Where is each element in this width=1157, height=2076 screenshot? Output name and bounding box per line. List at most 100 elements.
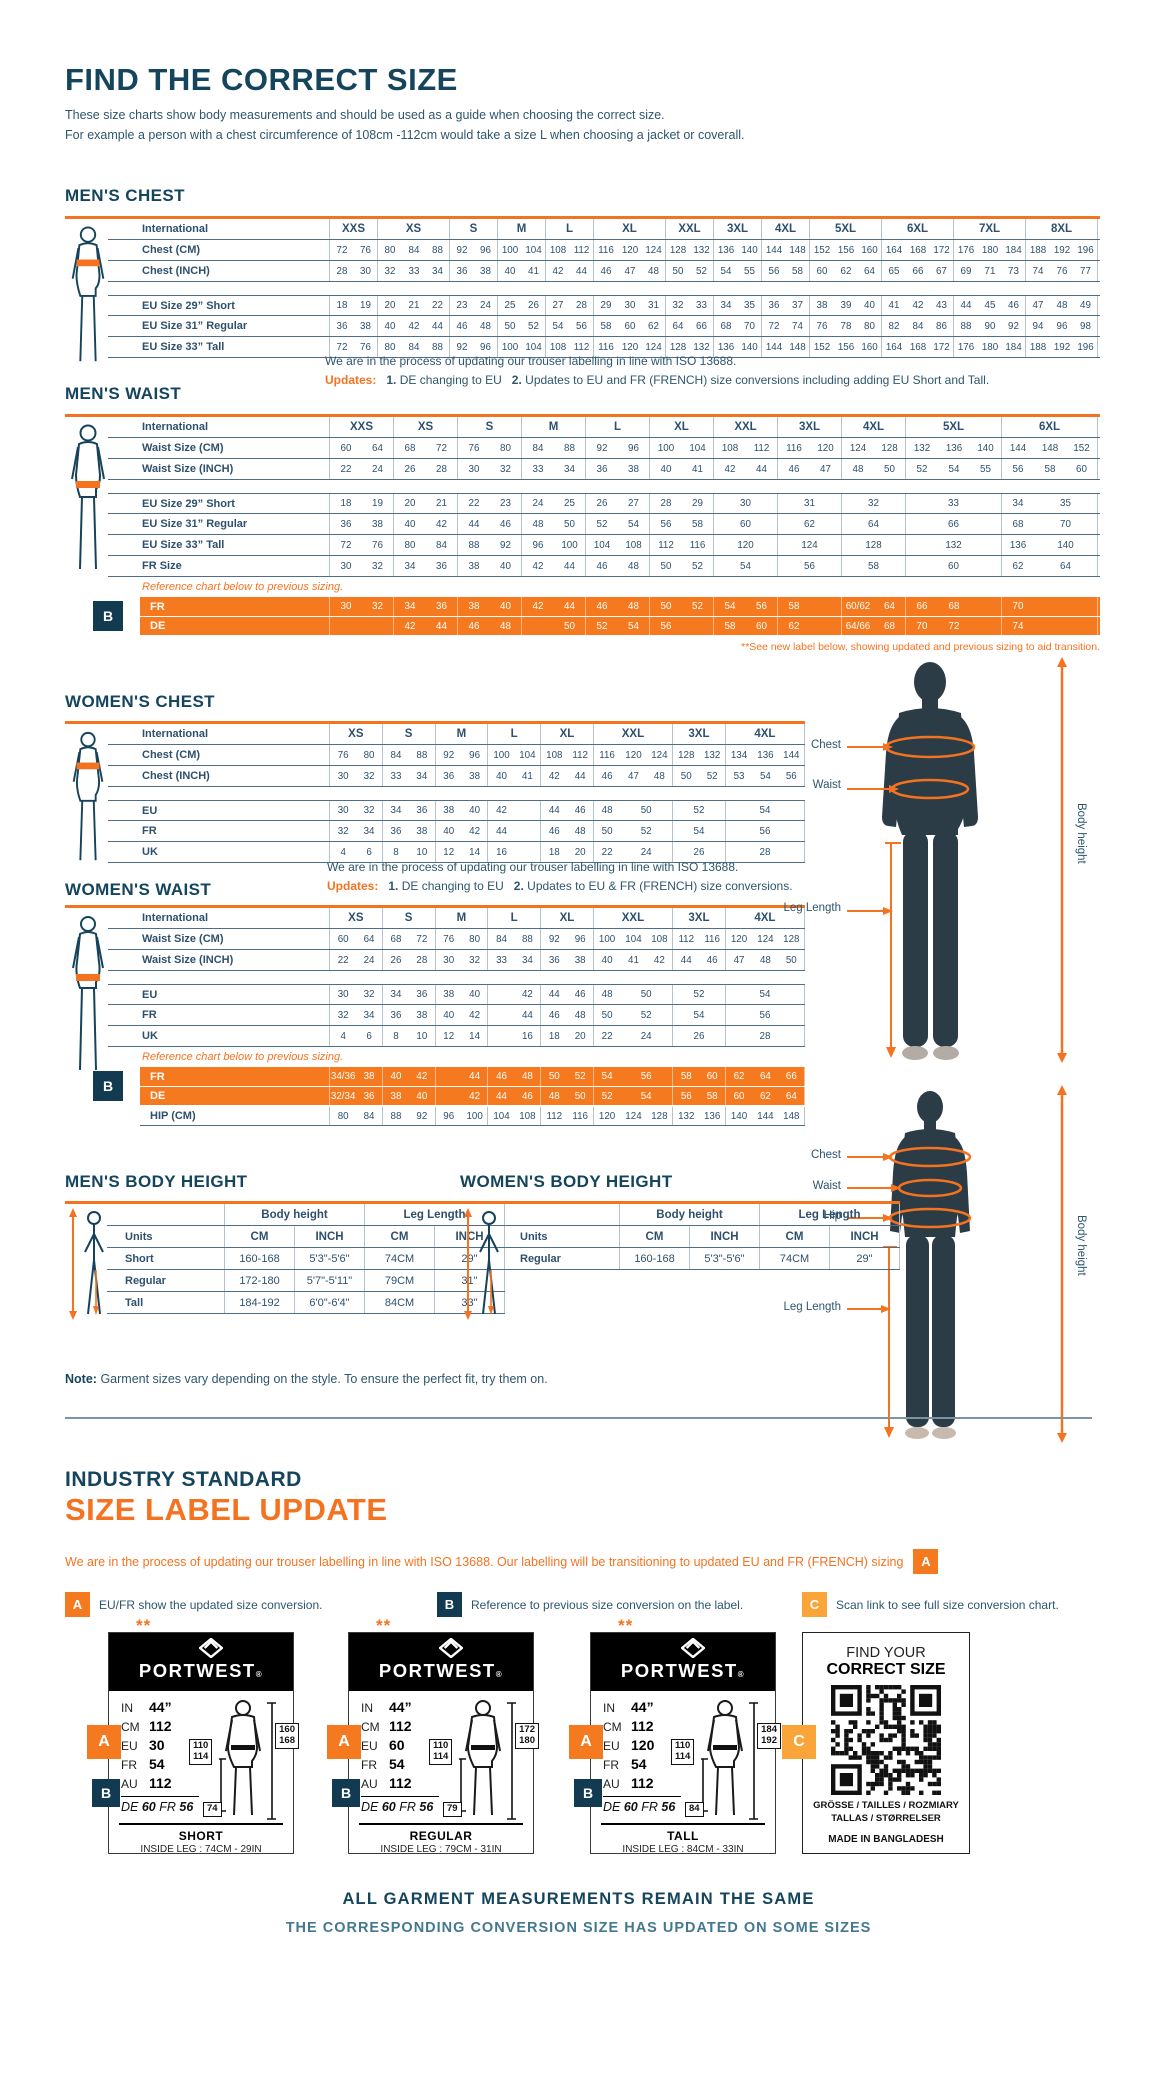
- size-cell: 58: [699, 1087, 726, 1105]
- height-measure-box: 172 180: [515, 1723, 539, 1749]
- body-height-figure-icon: [464, 1208, 499, 1320]
- bh-subhead: INCH: [435, 1226, 505, 1247]
- size-cell: 32: [356, 801, 383, 820]
- size-cell: 60: [699, 1067, 726, 1086]
- size-cell: 47: [1032, 300, 1044, 311]
- row-label: Waist Size (INCH): [108, 950, 330, 970]
- intro-text: These size charts show body measurements…: [65, 105, 745, 145]
- section-womens-waist: We are in the process of updating our tr…: [65, 850, 806, 1126]
- asterisks-note: **: [136, 1616, 152, 1635]
- size-cell: 23: [490, 494, 522, 513]
- size-cell: 36: [390, 1009, 402, 1021]
- size-cell: 144: [765, 341, 783, 353]
- size-table-header-row: International XS S M L XL XXL 3XL 4XL: [108, 724, 805, 745]
- size-cell: 44: [570, 261, 594, 281]
- size-cell: 42: [647, 950, 674, 970]
- size-cell: 92: [548, 933, 560, 945]
- size-cell: 49: [1074, 296, 1098, 315]
- size-cell: [436, 1067, 462, 1086]
- size-cell: 144: [757, 1110, 774, 1122]
- size-spec-row: AU 112: [121, 1775, 172, 1791]
- size-spec-row: IN 44”: [361, 1699, 412, 1715]
- intro-line-2: For example a person with a chest circum…: [65, 128, 745, 142]
- size-cell: 152: [813, 244, 831, 256]
- size-cell: 120: [730, 933, 748, 945]
- size-spec-list: IN 44” CM 112 EU 120 FR 54 AU 112 DE 60 FR 56: [603, 1699, 681, 1823]
- bh-units-label: Units: [502, 1226, 620, 1247]
- size-cell: 47: [810, 459, 842, 479]
- size-cell: 74: [1012, 620, 1024, 632]
- section-title: WOMEN'S BODY HEIGHT: [460, 1172, 673, 1191]
- size-cell: 132: [906, 535, 1002, 555]
- size-column-header: 3XL: [673, 724, 726, 744]
- badge-a: A: [327, 1725, 361, 1759]
- bh-row-label: Tall: [107, 1292, 225, 1313]
- size-cell: 64: [672, 320, 684, 332]
- size-cell: 68: [720, 320, 732, 332]
- size-cell: 28: [409, 950, 436, 970]
- size-cell: 32: [356, 766, 383, 786]
- size-cell: 54: [620, 1087, 674, 1105]
- size-cell: 6: [356, 842, 383, 862]
- asterisks-note: **: [376, 1616, 392, 1635]
- size-cell: 82: [888, 320, 900, 332]
- iso-notice-line1: We are in the process of updating our tr…: [325, 354, 737, 368]
- size-spec-row: IN 44”: [603, 1699, 654, 1715]
- size-cell: 70: [1034, 514, 1098, 534]
- size-spec-row: CM 112: [361, 1718, 412, 1734]
- size-cell: 30: [443, 954, 455, 966]
- size-cell: 72: [336, 244, 348, 256]
- table-gap: [108, 282, 1100, 295]
- row-label: FR: [140, 1067, 330, 1086]
- size-spec-row: FR 54: [121, 1756, 165, 1772]
- bh-data-row: Short 160-168 5'3"-5'6" 74CM 29": [107, 1248, 505, 1270]
- previous-sizing-block: B FR 30 32 34 36 38 40 42 44 46 48 50 52 54 56 58 60/62 64…: [93, 597, 1100, 635]
- footer-line-2: THE CORRESPONDING CONVERSION SIZE HAS UP…: [285, 1920, 872, 1936]
- size-cell: 26: [390, 954, 402, 966]
- size-cell: 32/34: [330, 1090, 356, 1102]
- size-cell: 54: [673, 1005, 726, 1025]
- size-cell: 34: [1012, 498, 1024, 509]
- size-cell: 16: [496, 846, 507, 858]
- size-cell: 34/36: [330, 1071, 356, 1082]
- size-table-row: Waist Size (CM) 60 64 68 72 76 80 84 88 92 96 100 10…: [108, 438, 1100, 459]
- brand-name: PORTWEST®: [620, 1660, 746, 1681]
- size-cell: 44: [468, 518, 480, 530]
- size-cell: 104: [493, 1110, 510, 1122]
- badge-a: A: [87, 1725, 121, 1759]
- size-table-row: FR 32 34 36 38 40 42 44 46 48 50 52 54 56: [108, 821, 806, 842]
- size-cell: 66: [779, 1067, 806, 1086]
- size-cell: 88: [390, 1110, 402, 1122]
- size-cell: 44: [496, 825, 507, 837]
- badge-a: A: [569, 1725, 603, 1759]
- size-table-row: DE 32/34 36 38 40 42 44 46 48 50 52 54 56 58 60 62 64: [140, 1086, 806, 1105]
- size-cell: 160: [858, 337, 882, 357]
- bh-corner: [107, 1204, 225, 1225]
- size-cell: 36: [409, 985, 436, 1004]
- size-cell: 38: [468, 560, 480, 572]
- size-cell: 50: [620, 801, 674, 820]
- qr-panel-line2: CORRECT SIZE: [826, 1661, 946, 1678]
- size-cell: 42: [404, 620, 416, 632]
- size-cell: 52: [568, 1067, 594, 1086]
- size-table-row: EU Size 29” Short 18 19 20 21 22 23 24 25 26 27 28 2…: [108, 493, 1100, 514]
- badge-b: B: [93, 1071, 123, 1101]
- made-in: MADE IN BANGLADESH: [828, 1833, 944, 1845]
- size-cell: 120: [810, 438, 842, 458]
- size-cell: 132: [690, 240, 714, 260]
- size-cell: 44: [426, 316, 450, 336]
- row-label: EU: [108, 985, 330, 1004]
- size-cell: 34: [390, 805, 402, 816]
- size-cell: 148: [779, 1107, 806, 1125]
- size-cell: 54: [759, 770, 771, 782]
- size-column-header: M: [436, 908, 489, 928]
- size-cell: 80: [356, 745, 383, 765]
- leg-length-label: Leg Length: [783, 902, 841, 914]
- size-cell: 96: [568, 929, 594, 949]
- size-cell: 38: [462, 766, 489, 786]
- size-cell: 26: [596, 498, 608, 509]
- size-column-header: 5XL: [810, 219, 882, 239]
- size-table-row: FR 30 32 34 36 38 40 42 44 46 48 50 52 54 56 58 60/62 64 6…: [140, 597, 1100, 616]
- size-cell: 152: [813, 341, 831, 353]
- size-cell: 24: [362, 459, 394, 479]
